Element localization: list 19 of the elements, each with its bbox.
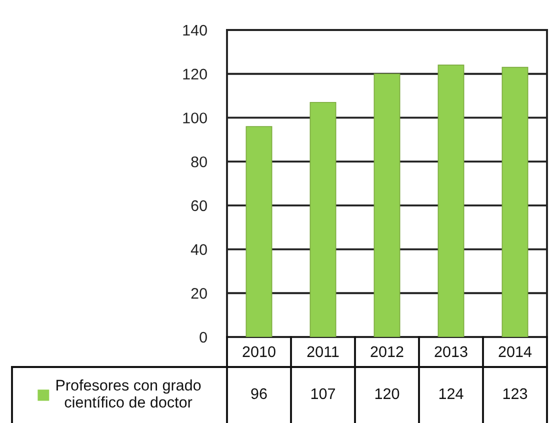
x-tick-label: 2013 bbox=[434, 346, 468, 358]
y-tick-label: 140 bbox=[183, 24, 207, 36]
y-tick-label: 80 bbox=[191, 156, 207, 168]
data-label: 107 bbox=[311, 388, 335, 400]
y-tick-label: 120 bbox=[183, 68, 207, 80]
data-label: 124 bbox=[439, 388, 464, 399]
y-tick-label: 60 bbox=[191, 200, 207, 212]
x-tick-label: 2012 bbox=[370, 346, 404, 358]
y-tick-label: 40 bbox=[190, 244, 207, 255]
y-tick-label: 100 bbox=[183, 112, 207, 124]
data-label: 123 bbox=[503, 388, 528, 400]
y-tick-label: 20 bbox=[191, 288, 207, 299]
data-label: 96 bbox=[251, 388, 267, 400]
data-label: 120 bbox=[375, 388, 400, 400]
legend-label: Profesores con grado científico de doctor bbox=[56, 379, 201, 408]
y-tick-label: 0 bbox=[200, 332, 207, 343]
x-tick-label: 2010 bbox=[242, 346, 276, 358]
x-tick-label: 2014 bbox=[498, 346, 532, 358]
x-tick-label: 2011 bbox=[307, 346, 339, 358]
